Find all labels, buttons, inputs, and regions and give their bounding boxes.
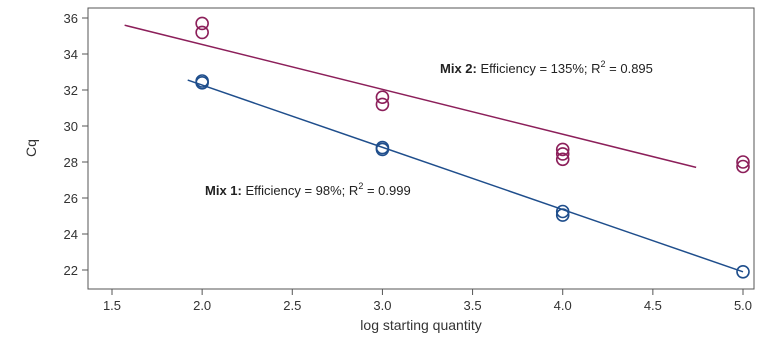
- mix2-data-point: [736, 159, 750, 174]
- mix2-data-point: [375, 90, 390, 104]
- mix1-series: [187, 74, 750, 279]
- y-tick-label: 22: [64, 263, 78, 278]
- mix2-data-point: [555, 147, 570, 161]
- mix1-data-point: [736, 264, 750, 279]
- x-tick-label: 2.0: [193, 298, 211, 313]
- mix1-fit-line: [187, 79, 744, 273]
- mix2-data-point: [195, 16, 209, 31]
- mix2-series: [124, 16, 750, 174]
- mix2-data-point: [555, 142, 570, 157]
- y-tick-label: 34: [64, 47, 78, 62]
- x-tick-label: 1.5: [103, 298, 121, 313]
- mix1-efficiency-annotation: Mix 1: Efficiency = 98%; R2 = 0.999: [205, 181, 411, 198]
- mix2-data-point: [555, 152, 570, 167]
- x-tick-label: 2.5: [283, 298, 301, 313]
- x-tick-label: 4.0: [554, 298, 572, 313]
- x-axis-label: log starting quantity: [360, 317, 481, 333]
- plot-frame: [87, 7, 755, 290]
- x-tick-label: 5.0: [734, 298, 752, 313]
- mix2-data-point: [375, 97, 390, 112]
- mix1-annotation-efficiency: Efficiency = 98%; R: [242, 183, 358, 198]
- mix2-data-point: [736, 155, 750, 169]
- mix1-annotation-r2: = 0.999: [363, 183, 410, 198]
- series-layer: [124, 16, 750, 279]
- x-tick-label: 4.5: [644, 298, 662, 313]
- mix1-data-point: [555, 204, 570, 219]
- x-tick-label: 3.5: [464, 298, 482, 313]
- mix1-data-point: [195, 76, 209, 90]
- mix2-fit-line: [124, 24, 697, 169]
- x-axis: 1.5 2.0 2.5 3.0 3.5 4.0 4.5 5.0: [103, 289, 752, 313]
- y-tick-label: 28: [64, 155, 78, 170]
- x-tick-label: 3.0: [373, 298, 391, 313]
- mix2-annotation-r2: = 0.895: [606, 61, 653, 76]
- mix1-data-point: [375, 142, 390, 157]
- mix1-annotation-bold: Mix 1:: [205, 183, 242, 198]
- mix2-annotation-bold: Mix 2:: [440, 61, 477, 76]
- mix2-annotation-superscript: 2: [601, 59, 606, 69]
- mix1-data-point: [555, 208, 570, 222]
- y-tick-label: 32: [64, 83, 78, 98]
- y-axis-label: Cq: [23, 139, 39, 157]
- mix1-annotation-superscript: 2: [358, 181, 363, 191]
- mix2-annotation-efficiency: Efficiency = 135%; R: [477, 61, 601, 76]
- y-tick-label: 24: [64, 227, 78, 242]
- mix2-data-point: [195, 25, 209, 40]
- y-tick-label: 30: [64, 119, 78, 134]
- y-tick-label: 26: [64, 191, 78, 206]
- mix2-efficiency-annotation: Mix 2: Efficiency = 135%; R2 = 0.895: [440, 59, 653, 76]
- y-tick-label: 36: [64, 11, 78, 26]
- y-axis: 22 24 26 28 30 32 34 36: [64, 11, 88, 278]
